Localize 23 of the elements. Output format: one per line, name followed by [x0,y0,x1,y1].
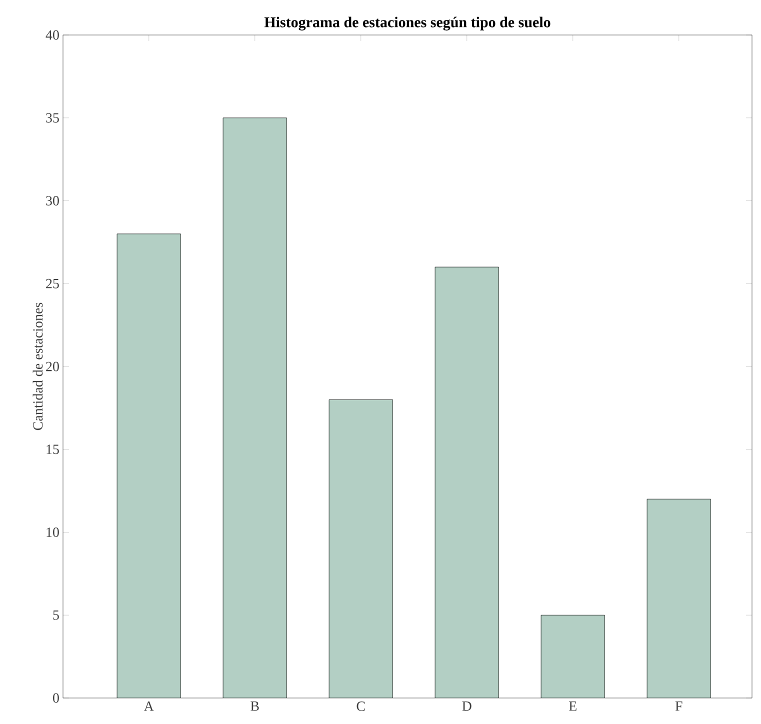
y-tick-label: 10 [46,528,59,537]
y-tick-label: 25 [46,278,59,288]
bar [116,234,181,698]
x-tick-label: D [462,702,472,711]
x-tick-label: F [675,702,682,711]
y-tick-label: 0 [53,693,59,703]
bar [328,399,393,698]
x-tick-label: C [356,702,365,711]
y-tick-label: 30 [46,196,59,206]
bar [434,266,499,698]
y-axis-title: Cantidad de estaciones [32,302,43,430]
y-tick-label: 35 [46,113,59,123]
bar [646,498,711,698]
x-tick-label: B [250,702,259,711]
y-tick-label: 40 [46,30,59,40]
y-tick-label: 5 [53,610,59,620]
y-tick-label: 15 [46,444,59,454]
x-tick-label: E [568,702,576,711]
bar [540,614,605,698]
y-tick-label: 20 [46,362,59,372]
chart-title: Histograma de estaciones según tipo de suelo [264,16,550,30]
bar [222,118,287,698]
x-tick-label: A [144,702,154,711]
